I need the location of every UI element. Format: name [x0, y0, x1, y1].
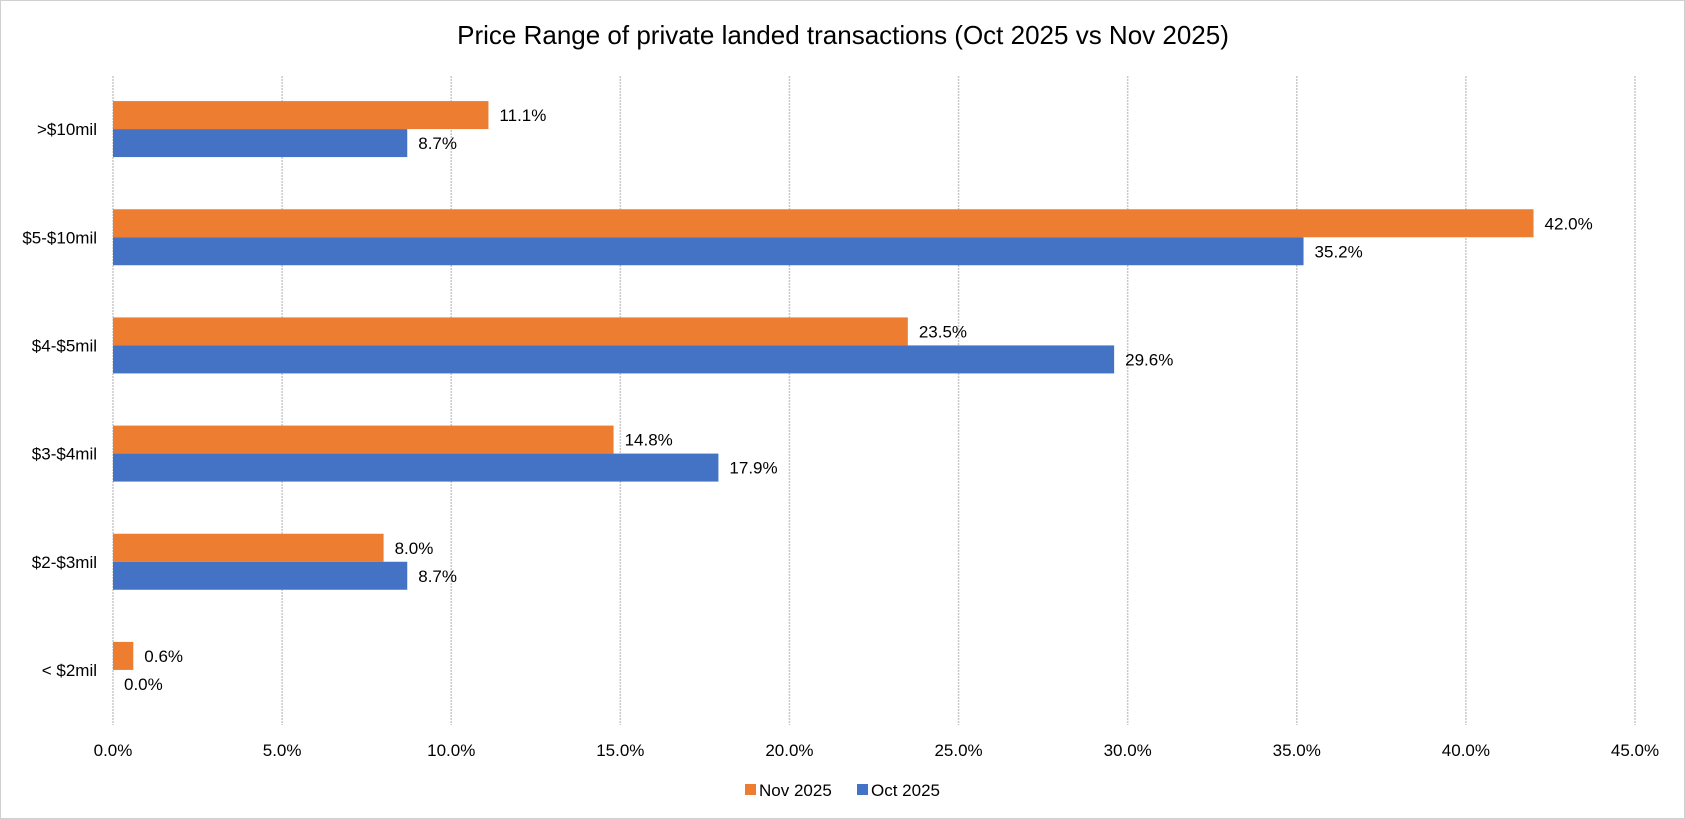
bar-nov-2025 — [113, 641, 134, 670]
data-label: 8.7% — [418, 567, 457, 586]
data-label: 23.5% — [919, 322, 967, 341]
bar-oct-2025 — [113, 237, 1304, 266]
bar-nov-2025 — [113, 209, 1534, 238]
bar-oct-2025 — [113, 453, 719, 482]
bar-oct-2025 — [113, 561, 408, 590]
x-axis-ticks: 0.0% 5.0% 10.0% 15.0% 20.0% 25.0% 30.0% 35.0% 40… — [94, 741, 1659, 760]
gridlines — [112, 76, 1636, 725]
y-axis-categories: >$10mil $5-$10mil $4-$5mil $3-$4mil $2-$3mil… — [22, 120, 97, 680]
legend-swatch — [745, 784, 756, 795]
x-tick-label: 5.0% — [263, 741, 302, 760]
x-tick-label: 25.0% — [934, 741, 982, 760]
x-tick-label: 40.0% — [1442, 741, 1490, 760]
category-label: $2-$3mil — [32, 553, 97, 572]
bars — [113, 101, 1534, 670]
data-labels: 11.1% 8.7% 42.0% 35.2% 23.5% 29.6% 14.8% 17.9% 8… — [124, 106, 1593, 694]
x-tick-label: 35.0% — [1273, 741, 1321, 760]
chart-title: Price Range of private landed transactio… — [457, 20, 1229, 50]
legend-entry: Nov 2025 — [759, 781, 832, 800]
data-label: 0.0% — [124, 675, 163, 694]
category-label: < $2mil — [42, 661, 97, 680]
x-tick-label: 0.0% — [94, 741, 133, 760]
legend-entry: Oct 2025 — [871, 781, 940, 800]
data-label: 17.9% — [729, 459, 777, 478]
x-tick-label: 20.0% — [765, 741, 813, 760]
data-label: 29.6% — [1125, 350, 1173, 369]
data-label: 14.8% — [625, 431, 673, 450]
data-label: 42.0% — [1545, 214, 1593, 233]
bar-nov-2025 — [113, 533, 384, 562]
data-label: 8.7% — [418, 134, 457, 153]
data-label: 0.6% — [144, 647, 183, 666]
x-tick-label: 10.0% — [427, 741, 475, 760]
x-tick-label: 15.0% — [596, 741, 644, 760]
category-label: $3-$4mil — [32, 445, 97, 464]
category-label: >$10mil — [37, 120, 97, 139]
category-label: $4-$5mil — [32, 336, 97, 355]
legend-swatch — [857, 784, 868, 795]
data-label: 11.1% — [499, 106, 546, 125]
bar-nov-2025 — [113, 101, 489, 130]
bar-oct-2025 — [113, 129, 408, 158]
data-label: 35.2% — [1315, 242, 1363, 261]
x-tick-label: 45.0% — [1611, 741, 1659, 760]
bar-nov-2025 — [113, 425, 614, 454]
x-tick-label: 30.0% — [1104, 741, 1152, 760]
bar-nov-2025 — [113, 317, 908, 346]
bar-oct-2025 — [113, 345, 1115, 374]
data-label: 8.0% — [395, 539, 434, 558]
category-label: $5-$10mil — [22, 228, 97, 247]
legend: Nov 2025 Oct 2025 — [745, 781, 940, 800]
